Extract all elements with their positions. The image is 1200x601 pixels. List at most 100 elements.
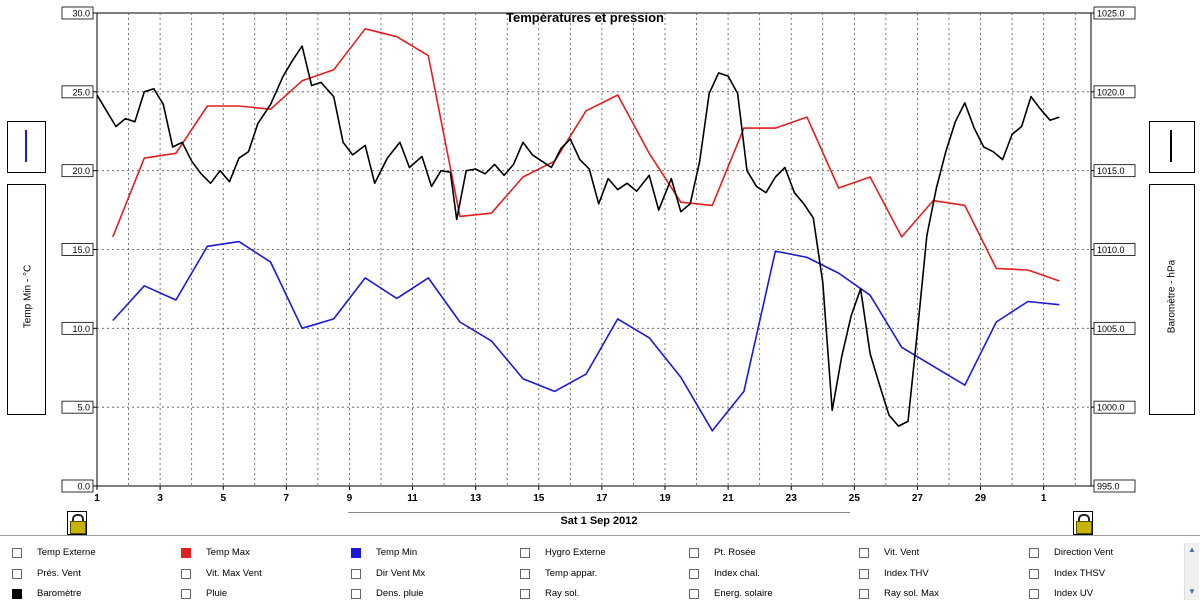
x-tick-label: 7: [284, 493, 290, 504]
left-series-swatch-box[interactable]: [7, 121, 46, 173]
legend-checkbox[interactable]: [181, 548, 191, 558]
x-tick-label: 13: [470, 493, 482, 504]
series-legend: Temp Externe Temp Max Temp Min Hygro Extern…: [0, 535, 1200, 601]
scroll-up-icon[interactable]: ▲: [1188, 545, 1196, 554]
legend-checkbox[interactable]: [520, 548, 530, 558]
right-lock-icon[interactable]: [1073, 511, 1093, 535]
x-tick-label: 23: [786, 493, 798, 504]
left-tick-box: [61, 321, 94, 335]
x-tick-label: 29: [975, 493, 987, 504]
x-tick-label: 25: [849, 493, 861, 504]
right-tick-box: [1093, 164, 1136, 178]
legend-checkbox[interactable]: [351, 548, 361, 558]
legend-checkbox[interactable]: [859, 548, 869, 558]
right-tick-label: 995.0: [1097, 482, 1120, 492]
left-tick-label: 30.0: [72, 9, 90, 19]
legend-checkbox[interactable]: [12, 548, 22, 558]
x-axis-date-caption: Sat 1 Sep 2012: [348, 512, 850, 529]
legend-label: Pt. Rosée: [714, 547, 756, 558]
legend-label: Prés. Vent: [37, 568, 81, 579]
series-layer: [96, 27, 1060, 432]
x-tick-label: 1: [1041, 493, 1047, 504]
legend-checkbox[interactable]: [12, 589, 22, 599]
temp-min-swatch-line: [25, 130, 27, 162]
series-line-barom-tre: [96, 45, 1060, 427]
legend-checkbox[interactable]: [689, 589, 699, 599]
legend-checkbox[interactable]: [181, 589, 191, 599]
legend-label: Ray sol.: [545, 588, 580, 599]
legend-label: Temp Min: [376, 547, 418, 558]
barometre-swatch-line: [1170, 130, 1172, 162]
x-tick-label: 3: [157, 493, 163, 504]
right-axis: 995.0 1000.0 1005.0 1010.0 1015.0 1020.0 1025.…: [1091, 6, 1136, 493]
scroll-down-icon[interactable]: ▼: [1188, 587, 1196, 596]
legend-checkbox[interactable]: [1029, 589, 1039, 599]
right-tick-label: 1020.0: [1097, 87, 1125, 97]
legend-checkbox[interactable]: [520, 569, 530, 579]
legend-label: Pluie: [206, 588, 228, 599]
left-axis-title: Temp Min - °C: [22, 264, 34, 329]
legend-label: Direction Vent: [1054, 547, 1114, 558]
legend-checkbox[interactable]: [351, 589, 361, 599]
left-axis-title-box: Temp Min - °C: [7, 184, 46, 415]
legend-checkbox[interactable]: [689, 548, 699, 558]
right-tick-label: 1025.0: [1097, 9, 1125, 19]
right-tick-box: [1093, 243, 1136, 256]
legend-label: Vit. Vent: [884, 547, 920, 558]
legend-checkbox[interactable]: [181, 569, 191, 579]
right-tick-label: 1005.0: [1097, 324, 1125, 334]
x-tick-label: 5: [220, 493, 226, 504]
right-series-swatch-box[interactable]: [1149, 121, 1195, 173]
left-tick-label: 15.0: [72, 245, 90, 255]
legend-checkbox[interactable]: [351, 569, 361, 579]
left-tick-label: 5.0: [77, 403, 90, 413]
left-tick-label: 25.0: [72, 87, 90, 97]
legend-label: Index chal.: [714, 568, 760, 579]
right-tick-label: 1000.0: [1097, 403, 1125, 413]
x-tick-label: 19: [659, 493, 671, 504]
left-tick-label: 0.0: [77, 482, 90, 492]
x-tick-label: 1: [94, 493, 100, 504]
right-tick-box: [1093, 321, 1136, 335]
legend-checkbox[interactable]: [1029, 548, 1039, 558]
x-axis: 1 3 5 7 9 11 13 15 17 19 21 23 25 27 29 1: [94, 486, 1047, 504]
left-tick-label: 10.0: [72, 324, 90, 334]
legend-label: Ray sol. Max: [884, 588, 939, 599]
legend-checkbox[interactable]: [859, 589, 869, 599]
legend-label: Temp Externe: [37, 547, 96, 558]
left-tick-box: [61, 164, 94, 178]
legend-label: Temp appar.: [545, 568, 598, 579]
right-tick-box: [1093, 400, 1136, 414]
legend-label: Index UV: [1054, 588, 1094, 599]
legend-label: Index THSV: [1054, 568, 1106, 579]
right-axis-title: Baromètre - hPa: [1166, 259, 1178, 334]
legend-label: Hygro Externe: [545, 547, 606, 558]
left-tick-box: [61, 400, 94, 414]
x-tick-label: 9: [347, 493, 353, 504]
legend-checkbox[interactable]: [859, 569, 869, 579]
right-tick-label: 1015.0: [1097, 166, 1125, 176]
x-tick-label: 27: [912, 493, 924, 504]
left-lock-icon[interactable]: [67, 511, 87, 535]
right-tick-label: 1010.0: [1097, 245, 1125, 255]
left-tick-box: [61, 6, 94, 20]
chart-title: Températures et pression: [506, 10, 664, 25]
legend-label: Temp Max: [206, 547, 250, 558]
x-tick-label: 21: [723, 493, 735, 504]
grid-lines: [97, 13, 1091, 486]
legend-label: Index THV: [884, 568, 929, 579]
legend-checkbox[interactable]: [689, 569, 699, 579]
left-tick-box: [61, 479, 94, 493]
left-axis: 0.0 5.0 10.0 15.0 20.0 25.0 30.0: [61, 6, 97, 493]
legend-checkbox[interactable]: [1029, 569, 1039, 579]
right-axis-title-box: Baromètre - hPa: [1149, 184, 1195, 415]
series-line-temp-max: [112, 27, 1060, 282]
left-tick-box: [61, 85, 94, 99]
left-tick-box: [61, 243, 94, 256]
legend-checkbox[interactable]: [520, 589, 530, 599]
x-tick-label: 11: [407, 493, 418, 504]
legend-checkbox[interactable]: [12, 569, 22, 579]
legend-scrollbar[interactable]: ▲ ▼: [1184, 543, 1199, 600]
legend-label: Baromètre: [37, 588, 82, 599]
right-tick-box: [1093, 85, 1136, 99]
